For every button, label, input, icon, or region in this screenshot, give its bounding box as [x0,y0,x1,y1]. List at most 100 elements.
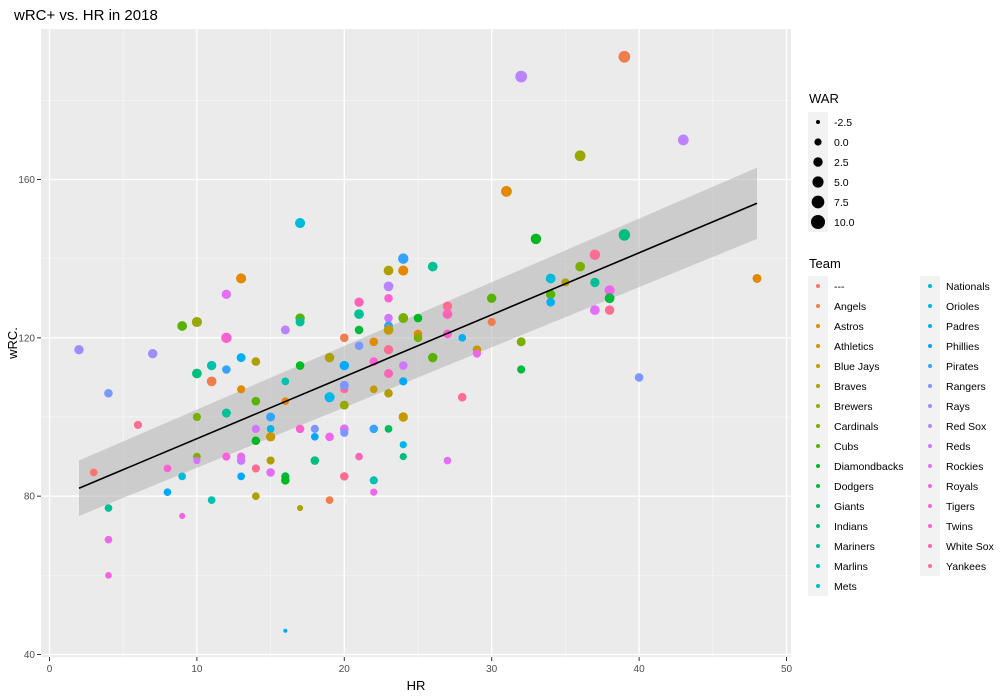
scatter-point [398,253,409,264]
scatter-point [339,400,349,410]
team-legend-dot [816,344,820,348]
scatter-point [604,293,615,304]
scatter-point [384,313,393,323]
scatter-point [354,297,364,307]
scatter-point [237,472,245,481]
x-tick-label: 30 [486,664,498,675]
team-legend-dot [816,324,820,328]
scatter-point [251,396,261,406]
scatter-point [398,412,408,422]
y-tick-label: 120 [18,333,35,344]
scatter-point [281,476,290,485]
x-tick-label: 10 [191,664,203,675]
scatter-point [354,325,364,335]
scatter-point [383,345,394,355]
war-legend-title: WAR [809,91,839,106]
team-legend-label: Nationals [946,281,990,293]
scatter-point [677,134,689,146]
scatter-point [236,456,246,465]
scatter-point [487,293,497,303]
scatter-point [384,425,393,433]
team-legend-label: Pirates [946,361,979,373]
team-legend-label: Athletics [834,341,874,353]
scatter-point [428,352,438,363]
scatter-point [442,301,453,311]
team-legend-label: Yankees [946,561,986,573]
scatter-point [546,297,555,307]
war-legend-dot [812,176,824,188]
scatter-point [192,368,202,379]
x-tick-label: 20 [339,664,351,675]
team-legend-dot [928,424,932,428]
scatter-point [501,185,512,197]
scatter-point [604,305,615,315]
y-tick-label: 160 [18,175,35,186]
team-legend-dot [928,404,932,408]
x-tick-label: 50 [781,664,793,675]
war-legend-dot [814,138,822,146]
team-legend-label: Reds [946,441,971,453]
scatter-point [339,380,349,390]
scatter-point [590,305,600,316]
team-legend-dot [816,444,820,448]
scatter-point [517,365,526,374]
scatter-point [384,293,393,303]
team-legend-title: Team [809,256,841,271]
team-legend-label: Phillies [946,341,979,353]
scatter-point [752,273,762,283]
scatter-point [295,317,305,327]
scatter-point [251,357,261,366]
y-tick-label: 40 [24,650,36,661]
team-legend-label: Braves [834,381,867,393]
scatter-point [604,285,615,296]
scatter-point [413,333,423,343]
chart-title: wRC+ vs. HR in 2018 [13,7,158,24]
scatter-point [280,325,290,335]
scatter-point [383,325,394,335]
scatter-point [295,361,305,370]
scatter-point [443,456,452,465]
x-axis-ticks: 0 10 20 30 40 50 [47,657,793,675]
scatter-point [634,373,644,382]
team-legend-label: --- [834,281,845,293]
scatter-point [252,492,260,501]
major-gridlines [41,29,791,657]
team-legend-label: Angels [834,301,866,313]
scatter-point [398,361,408,370]
scatter-point [281,377,290,386]
team-legend-label: Indians [834,521,868,533]
scatter-point [89,468,98,477]
scatter-point [370,488,378,496]
team-legend-dot [816,584,820,588]
team-legend-label: Mariners [834,541,875,553]
team-legend-label: Brewers [834,401,873,413]
team-legend-dot [816,464,820,468]
y-axis-ticks: 40 80 120 160 [18,175,41,661]
team-legend-label: Dodgers [834,481,874,493]
scatter-point [266,425,275,433]
scatter-point [413,313,423,323]
scatter-point [574,150,586,162]
scatter-point [516,337,526,347]
team-legend-dot [816,484,820,488]
scatter-point [222,365,231,374]
scatter-point [104,535,113,544]
scatter-point [384,368,394,378]
scatter-point [192,412,201,422]
scatter-point [472,349,482,358]
team-legend-dot [816,284,820,288]
team-legend-label: Orioles [946,301,979,313]
team-legend-label: Cubs [834,441,859,453]
scatter-point [340,472,349,481]
war-legend-label: 7.5 [834,197,849,209]
team-legend-label: White Sox [946,541,995,553]
war-legend-label: -2.5 [834,117,852,129]
war-legend-label: 10.0 [834,217,855,229]
scatter-point [354,341,364,351]
y-tick-label: 80 [24,492,36,503]
scatter-point [369,337,379,347]
scatter-point [266,468,275,477]
team-legend-dot [928,304,932,308]
team-legend-dot [928,324,932,328]
